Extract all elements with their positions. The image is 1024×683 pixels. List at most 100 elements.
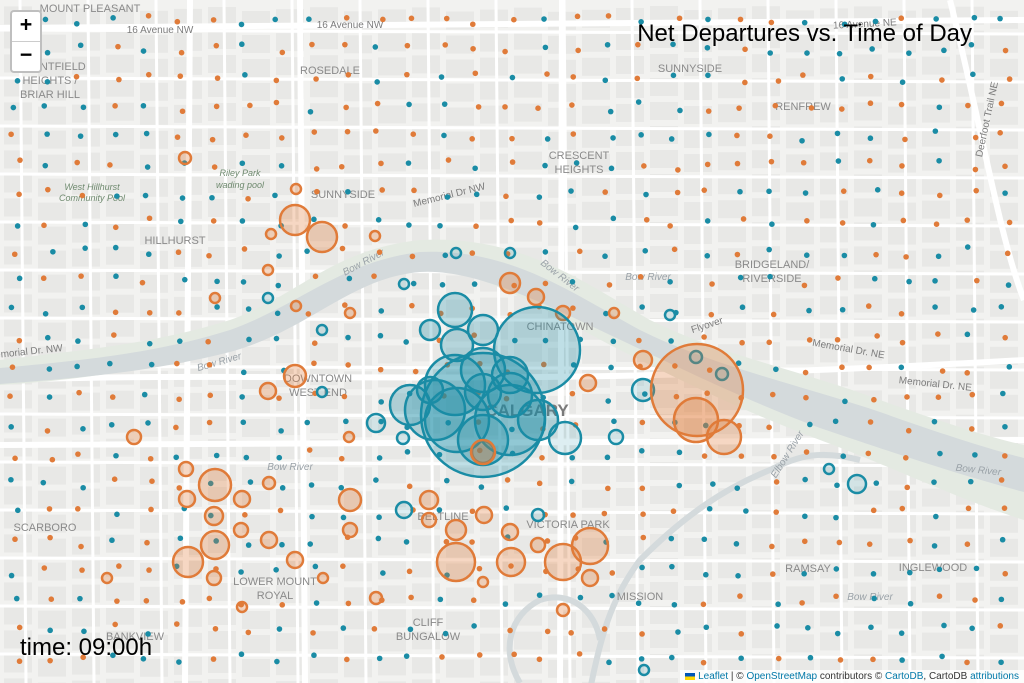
- station-dot: [507, 627, 513, 634]
- city-block: [650, 486, 678, 504]
- station-dot: [970, 71, 976, 78]
- station-circle: [316, 571, 330, 585]
- attributions-link[interactable]: attributions: [970, 671, 1019, 682]
- city-block: [650, 198, 678, 216]
- city-block: [616, 511, 644, 530]
- station-dot: [867, 135, 874, 142]
- city-block: [72, 680, 100, 683]
- station-dot: [10, 104, 17, 111]
- station-dot: [179, 599, 186, 605]
- city-block: [922, 176, 950, 195]
- station-dot: [16, 624, 23, 631]
- station-dot: [476, 447, 483, 454]
- station-circle: [607, 306, 621, 320]
- city-block: [310, 655, 338, 674]
- city-block: [582, 465, 610, 484]
- station-dot: [80, 654, 86, 661]
- station-dot: [475, 419, 482, 425]
- station-dot: [441, 132, 447, 139]
- city-block: [72, 272, 100, 291]
- zoom-in-button[interactable]: +: [19, 12, 33, 36]
- station-dot: [936, 157, 942, 164]
- city-block: [718, 536, 746, 555]
- city-block: [480, 81, 508, 100]
- station-circle: [420, 511, 438, 529]
- city-block: [990, 370, 1018, 389]
- station-dot: [539, 455, 545, 461]
- station-dot: [841, 21, 848, 28]
- city-block: [208, 78, 236, 97]
- city-block: [684, 154, 712, 173]
- station-dot: [898, 311, 905, 317]
- city-block: [378, 513, 406, 532]
- city-block: [582, 33, 610, 52]
- station-dot: [904, 484, 911, 491]
- city-block: [412, 535, 440, 554]
- city-block: [140, 514, 168, 533]
- station-dot: [112, 309, 119, 316]
- station-dot: [902, 455, 909, 461]
- station-dot: [834, 130, 841, 137]
- station-dot: [643, 191, 649, 198]
- city-block: [276, 513, 304, 532]
- city-block: [310, 343, 338, 362]
- city-block: [514, 127, 542, 146]
- city-block: [208, 222, 236, 241]
- station-dot: [834, 630, 841, 637]
- city-block: [990, 538, 1018, 557]
- station-dot: [304, 419, 311, 426]
- station-dot: [311, 360, 317, 367]
- city-block: [106, 606, 134, 625]
- leaflet-link[interactable]: Leaflet: [698, 671, 729, 682]
- station-dot: [675, 629, 681, 635]
- station-dot: [536, 220, 543, 226]
- station-dot: [145, 420, 151, 426]
- station-dot: [110, 652, 116, 659]
- city-block: [786, 322, 814, 341]
- city-block: [786, 178, 814, 197]
- station-dot: [376, 655, 383, 662]
- station-dot: [377, 332, 384, 339]
- station-circle: [282, 363, 308, 389]
- station-dot: [48, 596, 55, 602]
- map-label-hood: LOWER MOUNT: [233, 576, 317, 588]
- station-dot: [704, 218, 711, 224]
- station-dot: [145, 71, 152, 78]
- cartodb-link[interactable]: CartoDB: [885, 671, 924, 682]
- station-dot: [802, 369, 809, 376]
- city-block: [480, 129, 508, 148]
- station-dot: [542, 249, 549, 255]
- city-block: [72, 176, 100, 195]
- city-block: [140, 274, 168, 293]
- city-block: [106, 78, 134, 97]
- city-block: [378, 681, 406, 683]
- city-block: [582, 585, 610, 604]
- city-block: [616, 535, 644, 554]
- station-dot: [239, 160, 246, 167]
- city-block: [480, 153, 508, 172]
- station-dot: [769, 543, 775, 550]
- avenue: [0, 556, 1024, 564]
- station-dot: [403, 539, 410, 545]
- city-block: [72, 584, 100, 603]
- station-dot: [472, 70, 479, 77]
- station-circle: [315, 323, 329, 337]
- city-block: [242, 251, 270, 270]
- city-block: [514, 31, 542, 50]
- osm-link[interactable]: OpenStreetMap: [746, 671, 818, 682]
- city-block: [990, 82, 1018, 101]
- city-block: [786, 634, 814, 653]
- zoom-out-button[interactable]: −: [12, 41, 40, 71]
- station-dot: [601, 510, 608, 517]
- station-dot: [638, 19, 644, 25]
- station-dot: [607, 108, 614, 115]
- station-dot: [1002, 453, 1008, 459]
- station-dot: [46, 506, 53, 512]
- map-label-hood: RIVERSIDE: [742, 273, 801, 285]
- city-block: [276, 105, 304, 124]
- street: [18, 0, 28, 683]
- city-block: [38, 226, 66, 245]
- station-dot: [46, 366, 53, 372]
- station-dot: [403, 653, 410, 659]
